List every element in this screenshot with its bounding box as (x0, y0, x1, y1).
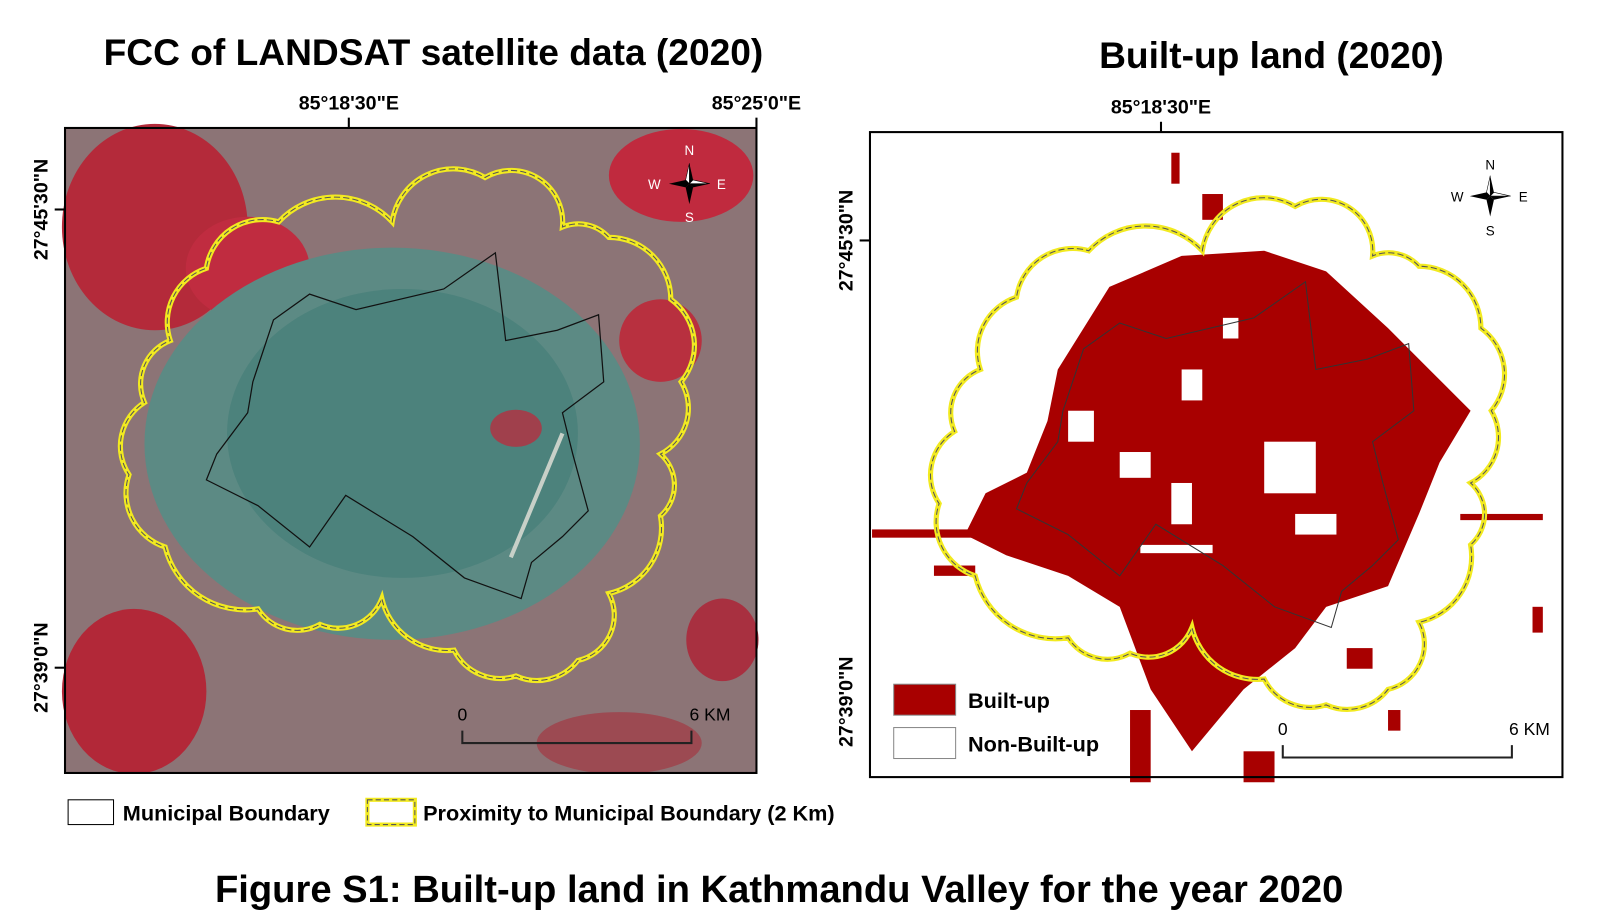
latitude-label: 27°39'0"N (835, 657, 857, 747)
legend-swatch (67, 799, 115, 826)
compass-label: N (685, 143, 695, 158)
scale-bar: 0 6 KM (457, 704, 731, 745)
caption: Figure S1: Built-up land in Kathmandu Va… (215, 868, 1343, 911)
longitude-label: 85°18'30"E (1111, 97, 1211, 119)
latitude-label: 27°45'30"N (835, 190, 857, 291)
built-up-map (868, 131, 1564, 783)
scale-bar: 0 6 KM (1278, 719, 1550, 759)
map-title: FCC of LANDSAT satellite data (2020) (104, 31, 764, 73)
legend-swatch (365, 797, 417, 827)
compass-label: S (685, 210, 694, 225)
satellite-image (61, 123, 759, 774)
shared-legend: Municipal Boundary Proximity to Municipa… (67, 797, 835, 827)
compass: N S W E (1451, 157, 1528, 238)
compass-label: S (1486, 223, 1495, 238)
legend-label: Proximity to Municipal Boundary (2 Km) (423, 800, 835, 825)
scale-label: 0 (1278, 719, 1288, 739)
scale-label: 6 KM (1509, 719, 1550, 739)
legend-label: Built-up (968, 688, 1050, 713)
compass: N S W E (648, 143, 726, 225)
figure-content: FCC of LANDSAT satellite data (2020) 85°… (30, 31, 1564, 911)
scale-label: 0 (457, 704, 467, 724)
longitude-label: 85°25'0"E (712, 92, 801, 114)
legend-label: Municipal Boundary (123, 800, 330, 825)
latitude-label: 27°39'0"N (30, 622, 52, 712)
latitude-label: 27°45'30"N (30, 159, 52, 260)
compass-label: E (717, 177, 726, 192)
map-legend: Built-up Non-Built-up (893, 683, 1099, 760)
compass-label: E (1519, 189, 1528, 204)
longitude-label: 85°18'30"E (299, 92, 399, 114)
map-title: Built-up land (2020) (1099, 34, 1444, 76)
legend-swatch (893, 683, 957, 716)
compass-label: W (648, 177, 661, 192)
compass-label: W (1451, 189, 1464, 204)
legend-swatch (893, 727, 957, 760)
compass-label: N (1485, 157, 1495, 172)
scale-label: 6 KM (690, 704, 731, 724)
legend-label: Non-Built-up (968, 731, 1099, 756)
